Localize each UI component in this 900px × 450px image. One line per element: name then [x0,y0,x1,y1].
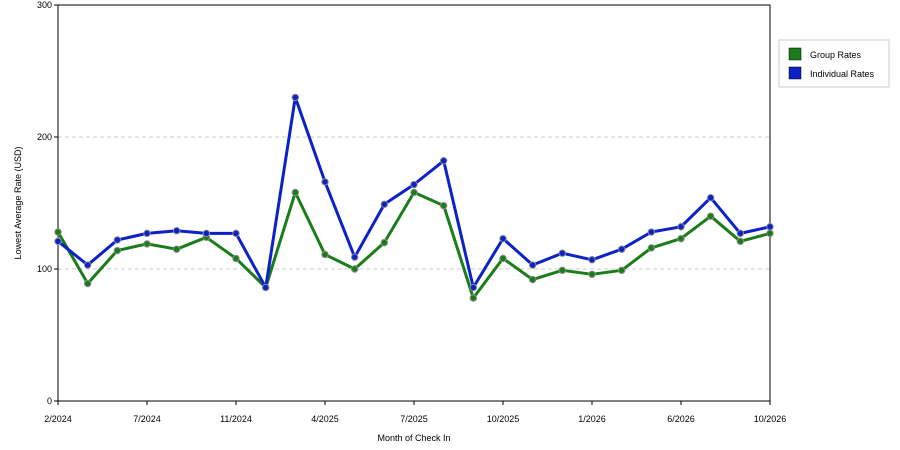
data-point-individual-rates [469,283,478,292]
data-point-group-rates [350,265,359,273]
grid-lines [58,136,770,270]
data-point-group-rates [291,188,300,197]
data-point-individual-rates [528,261,537,269]
data-point-individual-rates [232,229,240,238]
x-tick-label: 7/2025 [400,414,428,424]
data-point-group-rates [380,238,389,247]
data-point-individual-rates [143,229,151,238]
data-point-group-rates [706,212,715,220]
data-point-individual-rates [588,256,596,264]
data-point-group-rates [83,279,92,288]
data-point-individual-rates [677,223,685,231]
data-point-group-rates [617,266,626,275]
y-axis-title: Lowest Average Rate (USD) [13,147,23,260]
series-layer [54,93,774,302]
data-point-group-rates [677,234,685,243]
x-tick-label: 2/2024 [44,414,72,424]
data-point-group-rates [321,250,329,259]
data-point-individual-rates [736,229,745,238]
data-point-individual-rates [113,236,122,244]
data-point-individual-rates [172,227,181,235]
data-point-group-rates [172,245,181,253]
data-point-group-rates [439,201,448,210]
legend: Group Rates Individual Rates [778,39,890,88]
data-point-group-rates [647,244,656,252]
legend-label-group-rates: Group Rates [810,50,862,60]
data-point-group-rates [766,229,774,238]
data-point-group-rates [736,237,745,245]
data-point-individual-rates [54,237,62,245]
data-point-individual-rates [321,178,329,186]
data-point-individual-rates [83,261,92,269]
y-tick-label: 200 [37,132,52,142]
legend-swatch-individual-rates [788,66,802,80]
data-point-individual-rates [291,93,300,102]
x-tick-label: 4/2025 [311,414,339,424]
series-group-rates [54,188,774,302]
data-point-individual-rates [350,253,359,261]
legend-swatch-group-rates [788,47,802,61]
x-tick-label: 10/2026 [754,414,787,424]
data-point-individual-rates [706,194,715,202]
data-point-group-rates [469,294,478,302]
x-tick-label: 6/2026 [667,414,695,424]
axes: 0 100 200 300 2/2024 7/2024 11/2024 4/2025 7/202… [37,0,786,424]
legend-box [778,39,890,88]
data-point-group-rates [54,228,62,236]
data-point-individual-rates [380,200,389,209]
data-point-group-rates [232,254,240,263]
data-point-individual-rates [410,180,418,189]
data-point-individual-rates [499,234,507,243]
data-point-group-rates [143,240,151,248]
data-point-individual-rates [439,157,448,165]
y-tick-label: 0 [47,396,52,406]
series-individual-rates [54,93,774,292]
y-tick-label: 300 [37,0,52,10]
x-tick-label: 7/2024 [133,414,161,424]
data-point-individual-rates [202,229,211,238]
data-point-individual-rates [558,249,567,257]
data-point-group-rates [528,275,537,284]
data-point-individual-rates [261,283,270,292]
data-point-group-rates [558,266,567,275]
series-line-group-rates [56,190,771,300]
plot-frame [57,4,771,402]
legend-label-individual-rates: Individual Rates [810,69,875,79]
data-point-group-rates [410,188,418,197]
data-point-individual-rates [766,223,774,231]
x-tick-label: 11/2024 [220,414,252,424]
x-axis-title: Month of Check In [377,433,450,443]
data-point-individual-rates [617,245,626,253]
x-tick-label: 10/2025 [487,414,520,424]
data-point-individual-rates [647,228,656,236]
x-tick-label: 1/2026 [578,414,606,424]
y-tick-label: 100 [37,264,52,274]
data-point-group-rates [499,254,507,263]
data-point-group-rates [588,270,596,278]
data-point-group-rates [113,246,122,255]
